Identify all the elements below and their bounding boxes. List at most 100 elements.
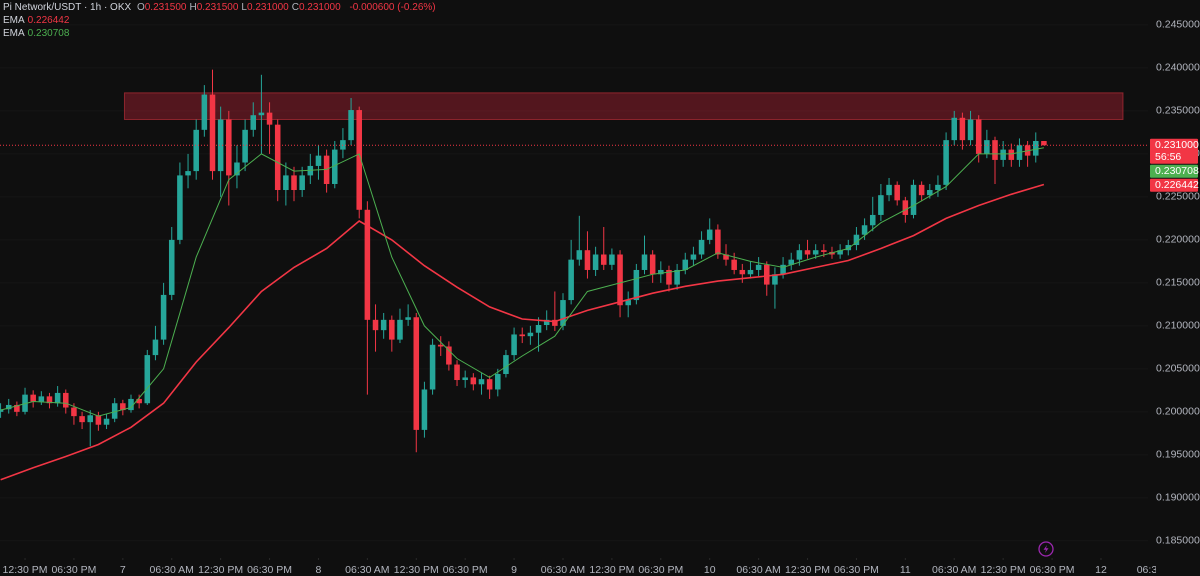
candle-body: [160, 294, 167, 340]
y-tick-label: 0.240000: [1156, 62, 1200, 74]
candle-body: [674, 269, 680, 285]
candle-body: [511, 334, 517, 356]
candle-body: [0, 409, 4, 412]
candle-body: [397, 319, 403, 340]
candle-body: [226, 119, 232, 176]
x-tick-label: 11: [900, 564, 911, 576]
candle-body: [731, 259, 737, 270]
x-tick-label: 06:30 PM: [443, 564, 488, 576]
candle-body: [1000, 149, 1006, 160]
x-tick-label: 12:30 PM: [785, 564, 830, 576]
candle-body: [796, 250, 803, 260]
candle-body: [372, 319, 379, 331]
legend-name: EMA: [3, 28, 25, 39]
y-tick-label: 0.200000: [1156, 406, 1200, 418]
x-tick-label: 12:30 PM: [394, 564, 439, 576]
candle-body: [788, 259, 794, 265]
candle-body: [71, 407, 77, 417]
price-badge: 0.231000: [1155, 139, 1199, 151]
candle-body: [951, 117, 958, 141]
symbol-title: Pi Network/USDT · 1h · OKX: [3, 2, 132, 13]
ema-badge: 0.230708: [1155, 165, 1199, 177]
replay-icon[interactable]: [1038, 541, 1054, 557]
legend: Pi Network/USDT · 1h · OKX O0.231500 H0.2…: [3, 1, 439, 40]
candle-body: [984, 140, 990, 154]
candle-body: [967, 119, 974, 141]
candle-body: [380, 319, 387, 331]
candle-body: [698, 239, 705, 255]
candle-body: [177, 175, 183, 240]
candle-body: [935, 184, 941, 191]
candle-body: [821, 250, 827, 252]
candle-body: [527, 332, 534, 337]
legend-name: EMA: [3, 15, 25, 26]
candle-body: [747, 269, 754, 275]
ohlc-value: 0.231000: [298, 2, 341, 13]
candle-body: [478, 379, 485, 385]
x-tick-label: 12:30 PM: [198, 564, 243, 576]
candle-body: [331, 149, 338, 184]
resistance-zone: [123, 92, 1124, 121]
candle-body: [144, 355, 151, 404]
candle-body: [503, 355, 509, 375]
candle-body: [470, 377, 477, 385]
candle-body: [755, 264, 762, 270]
candle-body: [666, 269, 672, 285]
candle-body: [706, 229, 713, 240]
candle-body: [87, 415, 94, 423]
candle-body: [625, 300, 631, 306]
price-badge: 56:56: [1155, 151, 1181, 163]
candle-body: [975, 119, 982, 154]
y-tick-label: 0.215000: [1156, 277, 1200, 289]
ohlc-value: 0.231500: [144, 2, 187, 13]
x-tick-label: 9: [511, 564, 517, 576]
candle-body: [201, 94, 208, 130]
candle-body: [136, 398, 142, 404]
candle-body: [715, 229, 721, 255]
y-tick-label: 0.205000: [1156, 363, 1200, 375]
candle-body: [258, 112, 265, 116]
ema-badge: 0.226442: [1155, 179, 1199, 191]
candle-body: [910, 184, 917, 215]
candle-body: [242, 129, 248, 163]
candle-body: [894, 184, 900, 201]
ema-badge-bg: [1150, 178, 1198, 192]
x-tick-label: 8: [316, 564, 322, 576]
candle-body: [120, 403, 126, 411]
candle-body: [772, 274, 778, 285]
candle-body: [193, 129, 199, 172]
candle-body: [405, 317, 411, 320]
x-tick-label: 06:30 AM: [345, 564, 389, 576]
candle-body: [421, 389, 428, 430]
candle-body: [14, 404, 20, 412]
candle-body: [315, 155, 322, 166]
legend-entry: EMA 0.230708: [3, 27, 439, 40]
candle-body: [682, 259, 689, 270]
candle-body: [446, 346, 452, 365]
candle-body: [348, 110, 354, 141]
candle-body: [266, 112, 273, 125]
y-tick-label: 0.190000: [1156, 492, 1200, 504]
candle-body: [103, 418, 110, 425]
candle-body: [649, 254, 656, 275]
candle-body: [576, 250, 583, 260]
candle-body: [486, 379, 493, 390]
x-tick-label: 06:30: [1137, 564, 1163, 576]
candle-body: [927, 190, 933, 196]
candle-body: [38, 396, 45, 402]
ema-line: [0, 183, 1045, 481]
candle-body: [234, 162, 240, 176]
candle-body: [861, 225, 868, 235]
candle-body: [584, 250, 591, 270]
candle-body: [535, 324, 542, 333]
candle-body: [46, 396, 53, 404]
candle-body: [1032, 141, 1039, 156]
candle-body: [690, 254, 697, 260]
x-tick-label: 12:30 PM: [3, 564, 48, 576]
candle-body: [299, 175, 305, 191]
candle-body: [723, 254, 729, 260]
y-tick-label: 0.210000: [1156, 320, 1200, 332]
candle-body: [217, 119, 224, 172]
